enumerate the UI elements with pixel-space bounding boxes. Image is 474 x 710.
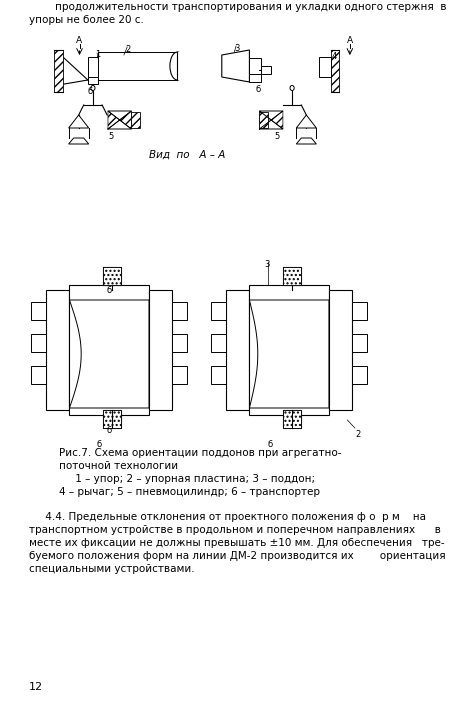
Text: 4.4. Предельные отклонения от проектного положения ф о  р м    на: 4.4. Предельные отклонения от проектного… xyxy=(29,512,426,522)
Bar xyxy=(352,366,367,384)
Text: 4 – рычаг; 5 – пневмоцилиндр; 6 – транспортер: 4 – рычаг; 5 – пневмоцилиндр; 6 – трансп… xyxy=(59,487,319,497)
Text: б: б xyxy=(268,440,273,449)
Bar xyxy=(103,267,121,285)
Text: 5: 5 xyxy=(274,132,280,141)
Bar xyxy=(70,285,149,415)
Bar xyxy=(329,290,352,410)
Text: 2: 2 xyxy=(126,45,131,54)
Bar xyxy=(173,366,188,384)
Polygon shape xyxy=(222,50,249,82)
Text: буемого положения форм на линии ДМ-2 производится их        ориентация: буемого положения форм на линии ДМ-2 про… xyxy=(29,551,446,561)
Text: 4: 4 xyxy=(331,52,337,61)
Text: 3: 3 xyxy=(264,260,270,269)
Polygon shape xyxy=(271,111,283,129)
Bar xyxy=(31,366,46,384)
Bar xyxy=(103,410,121,428)
Text: продолжительности транспортирования и укладки одного стержня  в: продолжительности транспортирования и ук… xyxy=(29,2,447,12)
Bar xyxy=(149,290,173,410)
Text: б: б xyxy=(88,87,93,96)
Text: Вид  по   А – А: Вид по А – А xyxy=(149,150,225,160)
Text: 3: 3 xyxy=(234,44,240,53)
Bar xyxy=(103,410,121,428)
Polygon shape xyxy=(296,115,316,128)
Text: 2: 2 xyxy=(356,430,361,439)
Polygon shape xyxy=(259,111,271,129)
Polygon shape xyxy=(70,300,149,408)
Bar xyxy=(211,334,226,352)
Bar xyxy=(31,334,46,352)
Bar xyxy=(261,66,271,74)
Text: поточной технологии: поточной технологии xyxy=(59,461,178,471)
Bar xyxy=(249,58,261,74)
Text: специальными устройствами.: специальными устройствами. xyxy=(29,564,195,574)
Polygon shape xyxy=(296,138,316,144)
Bar xyxy=(211,366,226,384)
Bar xyxy=(352,302,367,320)
Text: б: б xyxy=(255,85,261,94)
Bar xyxy=(88,57,98,77)
Bar xyxy=(88,77,98,84)
Ellipse shape xyxy=(170,52,185,80)
Bar xyxy=(283,267,301,285)
Bar xyxy=(46,290,70,410)
Bar xyxy=(249,285,329,415)
Text: А: А xyxy=(76,36,82,45)
Text: 1: 1 xyxy=(95,50,100,59)
Bar xyxy=(352,334,367,352)
Text: Рис.7. Схема ориентации поддонов при агрегатно-: Рис.7. Схема ориентации поддонов при агр… xyxy=(59,448,341,458)
Polygon shape xyxy=(69,115,89,128)
Text: 1 – упор; 2 – упорная пластина; 3 – поддон;: 1 – упор; 2 – упорная пластина; 3 – подд… xyxy=(59,474,315,484)
Polygon shape xyxy=(108,111,120,129)
Text: 5: 5 xyxy=(109,132,114,141)
Bar xyxy=(98,52,177,80)
Text: б: б xyxy=(106,286,111,295)
Text: 12: 12 xyxy=(29,682,44,692)
Bar xyxy=(283,410,301,428)
Text: транспортном устройстве в продольном и поперечном направлениях      в: транспортном устройстве в продольном и п… xyxy=(29,525,441,535)
Bar xyxy=(177,52,186,80)
Text: месте их фиксации не должны превышать ±10 мм. Для обеспечения   тре-: месте их фиксации не должны превышать ±1… xyxy=(29,538,445,548)
Bar xyxy=(226,290,249,410)
Bar xyxy=(249,74,261,82)
Bar xyxy=(55,50,63,92)
Text: б: б xyxy=(96,440,101,449)
Bar xyxy=(259,112,268,128)
Bar xyxy=(173,302,188,320)
Bar xyxy=(131,112,140,128)
Bar xyxy=(173,334,188,352)
Text: упоры не более 20 с.: упоры не более 20 с. xyxy=(29,15,144,25)
Bar xyxy=(103,267,121,285)
Bar xyxy=(330,50,339,92)
Text: б: б xyxy=(106,426,111,435)
Polygon shape xyxy=(69,138,89,144)
Text: А: А xyxy=(346,36,353,45)
Bar xyxy=(319,57,330,77)
Bar xyxy=(283,410,301,428)
Polygon shape xyxy=(120,111,131,129)
Bar xyxy=(211,302,226,320)
Bar xyxy=(283,267,301,285)
Bar xyxy=(31,302,46,320)
Polygon shape xyxy=(249,300,329,408)
